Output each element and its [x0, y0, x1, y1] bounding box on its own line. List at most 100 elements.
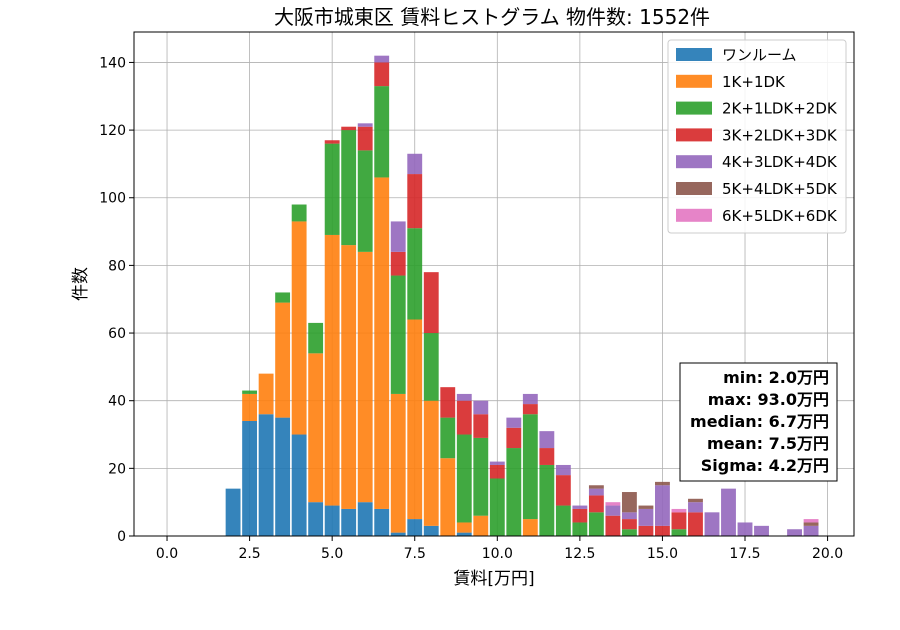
x-axis-label: 賃料[万円] [453, 569, 534, 589]
bar-segment-5 [638, 505, 654, 509]
bar-segment-3 [638, 525, 654, 536]
bar-segment-4 [638, 508, 654, 526]
bar-segment-0 [308, 502, 324, 536]
legend-swatch [676, 208, 712, 222]
legend: ワンルーム 1K+1DK 2K+1LDK+2DK 3K+2LDK+3DK 4K+3LDK… [667, 39, 847, 234]
bar-segment-1 [291, 221, 307, 435]
stats-sigma: Sigma: 4.2万円 [701, 456, 829, 475]
bar-segment-1 [357, 251, 373, 503]
bar-segment-4 [655, 485, 670, 526]
bar-segment-3 [324, 140, 340, 144]
y-tick-label: 80 [108, 258, 126, 274]
bar-segment-0 [291, 434, 307, 536]
x-tick-label: 0.0 [156, 546, 178, 562]
legend-label: ワンルーム [722, 46, 797, 64]
stats-min: min: 2.0万円 [723, 368, 829, 387]
bar-segment-4 [754, 525, 769, 536]
bar-segment-3 [522, 404, 538, 415]
bar-segment-3 [407, 174, 423, 229]
legend-swatch [676, 101, 712, 115]
bar-segment-3 [423, 272, 439, 334]
bar-segment-2 [489, 478, 505, 536]
x-tick-label: 20.0 [812, 546, 843, 562]
bar-segment-4 [555, 464, 571, 476]
bar-segment-3 [489, 464, 505, 479]
bar-segment-5 [655, 481, 670, 486]
legend-label: 5K+4LDK+5DK [722, 180, 838, 198]
bar-segment-4 [572, 505, 588, 509]
bar-segment-0 [407, 519, 423, 536]
bar-segment-0 [357, 502, 373, 536]
bar-segment-0 [456, 532, 472, 536]
bar-segment-3 [341, 126, 357, 131]
bar-segment-4 [605, 505, 621, 516]
bar-segment-4 [456, 393, 472, 401]
bar-segment-4 [357, 123, 373, 127]
legend-box [667, 39, 847, 234]
bar-segment-5 [688, 498, 703, 503]
x-tick-label: 17.5 [729, 546, 760, 562]
bar-segment-6 [671, 508, 687, 513]
bar-segment-2 [242, 390, 258, 394]
stats-box-frame [679, 362, 838, 482]
bars-group [225, 55, 819, 536]
y-tick-label: 60 [108, 326, 126, 342]
legend-label: 6K+5LDK+6DK [722, 207, 838, 225]
y-tick-label: 140 [99, 55, 126, 71]
bar-segment-3 [588, 495, 604, 513]
bar-segment-3 [440, 387, 456, 418]
bar-segment-3 [572, 508, 588, 523]
bar-segment-0 [390, 532, 406, 536]
bar-segment-3 [655, 525, 670, 536]
bar-segment-2 [440, 417, 456, 459]
stats-mean: mean: 7.5万円 [707, 434, 829, 453]
bar-segment-2 [473, 437, 489, 516]
bar-segment-1 [407, 319, 423, 520]
bar-segment-0 [258, 414, 274, 536]
bar-segment-2 [588, 512, 604, 536]
bar-segment-5 [803, 522, 819, 526]
bar-segment-4 [489, 461, 505, 465]
x-axis-ticks: 0.0 2.5 5.0 7.5 10.0 12.5 15.0 17.5 20.0 [156, 536, 843, 562]
bar-segment-2 [308, 322, 324, 354]
y-tick-label: 0 [117, 529, 126, 545]
y-tick-label: 120 [99, 123, 126, 139]
x-tick-label: 2.5 [238, 546, 260, 562]
bar-segment-3 [539, 448, 555, 465]
bar-segment-4 [522, 393, 538, 405]
bar-segment-4 [704, 512, 720, 536]
bar-segment-1 [423, 400, 439, 526]
bar-segment-4 [621, 512, 637, 520]
legend-swatch [676, 74, 712, 88]
bar-segment-2 [423, 333, 439, 401]
bar-segment-3 [506, 427, 522, 449]
y-axis-ticks: 0 20 40 60 80 100 120 140 [99, 55, 134, 545]
bar-segment-1 [522, 519, 538, 536]
bar-segment-1 [341, 245, 357, 509]
bar-segment-0 [225, 488, 241, 536]
bar-segment-2 [390, 275, 406, 394]
legend-label: 3K+2LDK+3DK [722, 126, 838, 144]
bar-segment-1 [390, 393, 406, 533]
bar-segment-4 [374, 55, 390, 63]
y-tick-label: 20 [108, 461, 126, 477]
bar-segment-1 [440, 458, 456, 536]
bar-segment-2 [291, 204, 307, 222]
x-tick-label: 7.5 [404, 546, 426, 562]
bar-segment-2 [539, 464, 555, 536]
bar-segment-3 [374, 62, 390, 87]
bar-segment-2 [456, 434, 472, 523]
bar-segment-2 [522, 414, 538, 520]
y-tick-label: 40 [108, 394, 126, 410]
bar-segment-2 [506, 448, 522, 536]
bar-segment-4 [539, 431, 555, 449]
bar-segment-3 [605, 515, 621, 536]
bar-segment-2 [555, 505, 571, 536]
bar-segment-1 [308, 353, 324, 503]
bar-segment-1 [473, 515, 489, 536]
stats-box: min: 2.0万円 max: 93.0万円 median: 6.7万円 mea… [679, 362, 838, 482]
legend-swatch [676, 182, 712, 195]
bar-segment-0 [324, 505, 340, 536]
x-tick-label: 15.0 [647, 546, 678, 562]
bar-segment-1 [258, 373, 274, 415]
